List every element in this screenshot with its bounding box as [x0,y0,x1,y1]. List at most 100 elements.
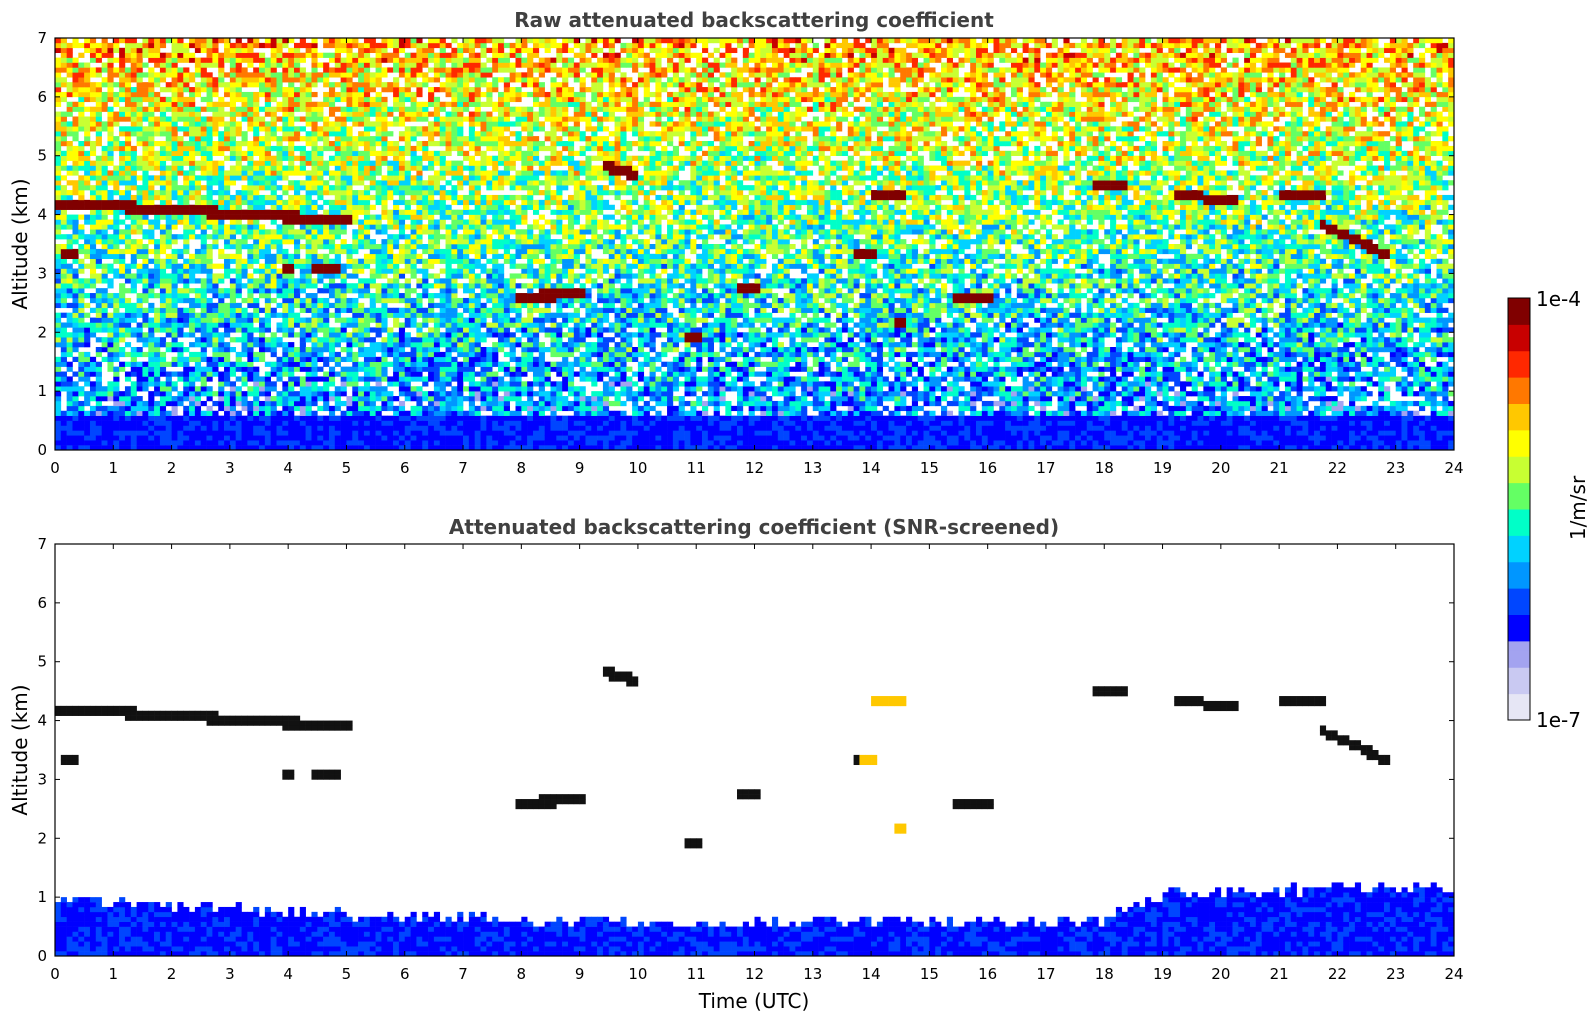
heatmap-cell [55,58,61,63]
heatmap-cell [125,195,131,200]
heatmap-cell [177,151,183,156]
heatmap-cell [119,362,125,367]
heatmap-cell [119,421,125,426]
heatmap-cell [137,303,143,308]
heatmap-cell [119,391,125,396]
heatmap-cell [172,435,178,440]
heatmap-cell [119,126,125,131]
heatmap-cell [177,48,183,53]
heatmap-cell [96,72,102,77]
heatmap-cell [195,430,201,435]
heatmap-cell [142,254,148,259]
heatmap-cell [148,156,154,161]
heatmap-cell [84,67,90,72]
heatmap-cell [172,327,178,332]
heatmap-cell [224,421,230,426]
heatmap-cell [78,63,84,68]
heatmap-cell [160,327,166,332]
heatmap-cell [154,77,160,82]
heatmap-cell [107,357,113,362]
heatmap-cell [96,259,102,264]
heatmap-cell [131,151,137,156]
heatmap-cell [107,347,113,352]
heatmap-cell [166,72,172,77]
heatmap-cell [102,224,108,229]
heatmap-cell [84,337,90,342]
heatmap-cell [55,440,61,445]
heatmap-cell [113,185,119,190]
heatmap-cell [183,67,189,72]
heatmap-cell [160,63,166,68]
heatmap-cell [96,97,102,102]
heatmap-cell [119,63,125,68]
heatmap-cell [61,185,67,190]
heatmap-cell [119,264,125,269]
heatmap-cell [96,322,102,327]
heatmap-cell [201,141,207,146]
heatmap-cell [96,327,102,332]
heatmap-cell [84,342,90,347]
heatmap-cell [177,141,183,146]
heatmap-cell [61,175,67,180]
heatmap-cell [154,386,160,391]
heatmap-cell [107,249,113,254]
heatmap-cell [172,131,178,136]
heatmap-cell [61,327,67,332]
heatmap-cell [137,131,143,136]
heatmap-cell [72,318,78,323]
panel-title-raw: Raw attenuated backscattering coefficien… [514,8,994,32]
heatmap-cell [189,406,195,411]
heatmap-cell [183,210,189,215]
heatmap-cell [96,156,102,161]
heatmap-cell [154,43,160,48]
heatmap-cell [137,72,143,77]
heatmap-cell [189,352,195,357]
heatmap-cell [107,146,113,151]
heatmap-cell [61,411,67,416]
heatmap-cell [172,264,178,269]
heatmap-cell [172,332,178,337]
heatmap-cell [207,210,213,215]
heatmap-cell [90,327,96,332]
heatmap-cell [72,126,78,131]
heatmap-cell [160,386,166,391]
heatmap-cell [90,58,96,63]
heatmap-cell [142,215,148,220]
heatmap-cell [131,406,137,411]
heatmap-cell [102,53,108,58]
heatmap-cell [160,131,166,136]
heatmap-cell [96,254,102,259]
heatmap-cell [154,362,160,367]
heatmap-cell [113,308,119,313]
heatmap-cell [55,372,61,377]
heatmap-cell [154,440,160,445]
heatmap-cell [212,264,218,269]
heatmap-cell [61,430,67,435]
heatmap-cell [107,332,113,337]
heatmap-cell [90,72,96,77]
heatmap-cell [107,126,113,131]
heatmap-cell [84,185,90,190]
heatmap-cell [172,308,178,313]
heatmap-cell [177,107,183,112]
heatmap-cell [160,367,166,372]
heatmap-cell [207,269,213,274]
heatmap-cell [189,234,195,239]
heatmap-cell [154,430,160,435]
heatmap-cell [119,161,125,166]
heatmap-cell [102,440,108,445]
heatmap-cell [61,151,67,156]
heatmap-cell [177,430,183,435]
heatmap-cell [166,53,172,58]
heatmap-cell [131,219,137,224]
heatmap-cell [78,264,84,269]
heatmap-cell [96,112,102,117]
heatmap-cell [67,283,73,288]
heatmap-cell [125,401,131,406]
heatmap-cell [96,337,102,342]
heatmap-cell [61,416,67,421]
heatmap-cell [195,92,201,97]
heatmap-cell [61,386,67,391]
heatmap-cell [172,430,178,435]
heatmap-cell [201,381,207,386]
